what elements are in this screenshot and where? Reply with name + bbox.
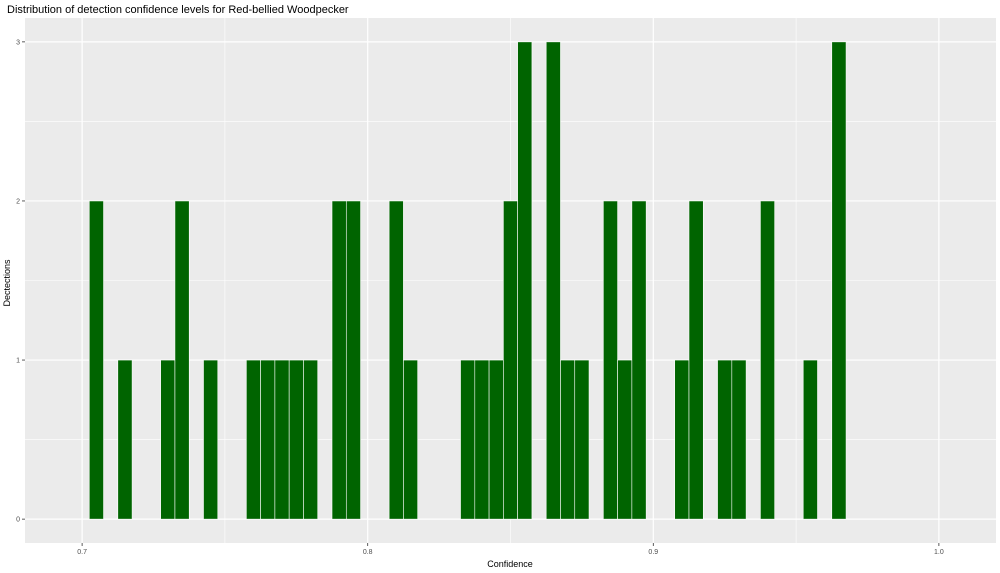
x-tick-label: 0.7 <box>77 549 87 556</box>
histogram-bar <box>303 359 319 520</box>
histogram-bar <box>474 359 490 520</box>
histogram-bar <box>731 359 747 520</box>
histogram-bar <box>688 200 704 520</box>
histogram-bar <box>717 359 733 520</box>
x-tick-label: 0.9 <box>648 549 658 556</box>
histogram-bar <box>160 359 176 520</box>
x-axis: 0.7 0.8 0.9 1.0 <box>77 543 944 556</box>
y-axis-title: Dectections <box>2 259 12 307</box>
histogram-bar <box>246 359 261 520</box>
histogram-bar <box>760 200 775 520</box>
histogram-bar <box>631 200 647 520</box>
histogram-bar <box>88 200 104 520</box>
histogram-bar <box>460 359 476 520</box>
histogram-bar <box>260 359 276 520</box>
x-tick-label: 1.0 <box>934 549 944 556</box>
x-axis-title: Confidence <box>487 559 533 569</box>
x-tick-label: 0.8 <box>363 549 373 556</box>
histogram-bar <box>802 359 818 520</box>
histogram-bar <box>488 359 504 520</box>
histogram-bar <box>545 41 561 520</box>
histogram-bar <box>331 200 347 520</box>
histogram-bar <box>345 200 361 520</box>
histogram-bar <box>203 359 219 520</box>
histogram-bar <box>403 359 418 520</box>
histogram-bar <box>674 359 690 520</box>
histogram-bar <box>274 359 290 520</box>
histogram-bar <box>174 200 190 520</box>
histogram-bar <box>603 200 618 520</box>
histogram-bar <box>574 359 590 520</box>
histogram-bar <box>117 359 133 520</box>
histogram-bar <box>831 41 847 520</box>
histogram-bar <box>617 359 633 520</box>
histogram-bar <box>503 200 518 520</box>
y-tick-label: 2 <box>16 198 20 205</box>
histogram-bar <box>388 200 404 520</box>
y-tick-label: 0 <box>16 517 20 524</box>
histogram-bar <box>560 359 576 520</box>
bars-group <box>88 41 847 520</box>
chart-title: Distribution of detection confidence lev… <box>7 4 349 16</box>
histogram-bar <box>517 41 533 520</box>
y-axis: 0 1 2 3 <box>16 39 25 524</box>
histogram-bar <box>288 359 304 520</box>
y-tick-label: 1 <box>16 358 20 365</box>
y-tick-label: 3 <box>16 39 20 46</box>
